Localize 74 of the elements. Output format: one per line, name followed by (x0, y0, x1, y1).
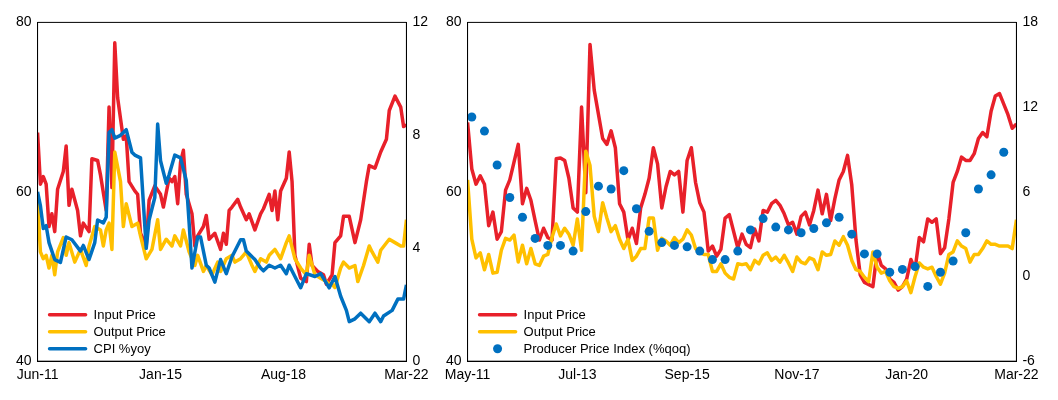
point (999, 147, 1009, 157)
x-tick-label: Jan-15 (139, 366, 183, 383)
y-tick-label: 80 (445, 13, 462, 30)
y2-tick-label: 8 (412, 126, 421, 143)
point (720, 255, 730, 265)
point (619, 166, 629, 176)
y2-tick-label: 0 (412, 352, 421, 369)
point (644, 226, 654, 236)
point (517, 212, 527, 222)
y-tick-label: 60 (15, 182, 32, 199)
x-tick-label: Jun-11 (16, 366, 59, 383)
point (771, 222, 781, 232)
legend-label: Output Price (93, 324, 166, 340)
point (809, 224, 819, 233)
point (669, 240, 679, 250)
legend-label: Input Price (93, 307, 156, 323)
point (847, 229, 857, 239)
point (986, 170, 996, 180)
y2-tick-label: 4 (412, 239, 421, 256)
x-tick-label: Mar-22 (384, 366, 429, 383)
point (821, 218, 831, 228)
point (897, 264, 907, 274)
point (581, 207, 591, 217)
point (885, 267, 895, 277)
point (682, 242, 692, 252)
point (758, 214, 768, 224)
x-tick-label: Jul-13 (558, 366, 597, 383)
point (530, 233, 540, 243)
point (543, 240, 553, 250)
point (923, 281, 933, 291)
point (593, 181, 603, 191)
y-tick-label: 80 (15, 13, 32, 30)
point (834, 212, 844, 222)
point (555, 240, 565, 250)
point (467, 112, 477, 122)
point (479, 126, 489, 136)
point (733, 246, 743, 256)
point (783, 225, 793, 235)
point (935, 267, 945, 277)
point (859, 249, 869, 259)
y2-tick-label: 12 (1022, 97, 1039, 114)
point (505, 192, 515, 202)
x-tick-label: Sep-15 (664, 366, 710, 383)
legend-label: CPI %yoy (93, 341, 152, 357)
point (568, 246, 578, 256)
y2-tick-label: 0 (1022, 267, 1031, 284)
point (872, 249, 882, 259)
x-tick-label: Aug-18 (260, 366, 307, 383)
legend-label: Output Price (523, 324, 596, 340)
y2-tick-label: 6 (1022, 182, 1031, 199)
y-tick-label: 40 (445, 352, 462, 369)
y-tick-label: 60 (445, 182, 462, 199)
y2-tick-label: 18 (1022, 13, 1039, 30)
x-tick-label: May-11 (444, 366, 491, 383)
x-tick-label: Jan-20 (885, 366, 929, 383)
y2-tick-label: 12 (412, 13, 429, 30)
point (492, 160, 502, 170)
point (657, 238, 667, 248)
x-tick-label: Mar-22 (994, 366, 1039, 383)
point (910, 262, 920, 272)
legend-label: Input Price (523, 307, 586, 323)
point (606, 184, 616, 194)
point (745, 225, 755, 235)
y-tick-label: 40 (15, 352, 32, 369)
point (961, 228, 971, 238)
point (948, 256, 958, 266)
point (973, 184, 983, 194)
legend-label: Producer Price Index (%qoq) (523, 341, 691, 357)
x-tick-label: Nov-17 (774, 366, 820, 383)
point (707, 255, 717, 265)
point (631, 204, 641, 214)
point (695, 246, 705, 256)
y2-tick-label: -6 (1022, 352, 1036, 369)
point (796, 228, 806, 238)
